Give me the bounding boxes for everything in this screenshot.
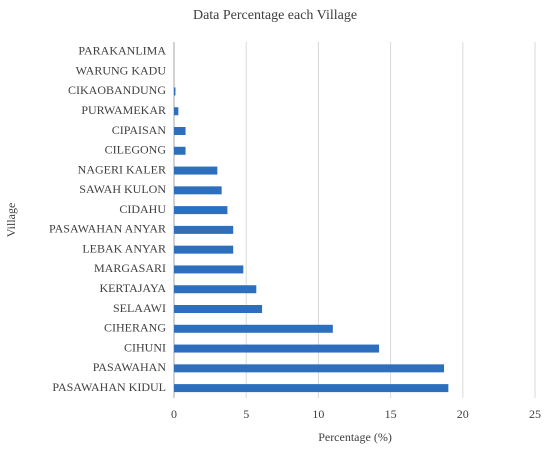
y-tick-label: LEBAK ANYAR bbox=[82, 241, 166, 255]
bar bbox=[174, 305, 263, 313]
y-axis-label: Village bbox=[4, 203, 18, 238]
y-tick-label: CIPAISAN bbox=[112, 123, 167, 137]
bar bbox=[174, 225, 234, 234]
y-tick-label: PARAKANLIMA bbox=[78, 44, 166, 58]
bar bbox=[174, 87, 176, 96]
x-axis-label: Percentage (%) bbox=[318, 430, 392, 444]
x-tick-label: 5 bbox=[243, 407, 249, 421]
y-tick-label: WARUNG KADU bbox=[76, 63, 167, 77]
y-tick-label: PASAWAHAN ANYAR bbox=[49, 222, 166, 236]
y-tick-label: PASAWAHAN bbox=[93, 360, 167, 374]
bar bbox=[174, 344, 380, 353]
bar bbox=[174, 265, 244, 274]
bar bbox=[174, 127, 186, 135]
bar bbox=[174, 146, 186, 155]
chart-title: Data Percentage each Village bbox=[193, 8, 357, 23]
bar bbox=[174, 384, 449, 393]
y-tick-label: SAWAH KULON bbox=[79, 182, 166, 196]
y-tick-label: PASAWAHAN KIDUL bbox=[52, 380, 166, 394]
x-tick-label: 15 bbox=[385, 407, 397, 421]
bar bbox=[174, 186, 222, 195]
y-tick-label: PURWAMEKAR bbox=[81, 103, 166, 117]
bar bbox=[174, 285, 257, 294]
y-tick-label: CILEGONG bbox=[105, 143, 167, 157]
x-tick-label: 20 bbox=[457, 407, 469, 421]
y-tick-label: CIDAHU bbox=[119, 202, 166, 216]
x-tick-label: 0 bbox=[171, 407, 177, 421]
bar bbox=[174, 166, 218, 175]
y-tick-label: NAGERI KALER bbox=[78, 162, 166, 176]
bar bbox=[174, 324, 333, 333]
y-tick-label: KERTAJAYA bbox=[99, 281, 166, 295]
y-tick-label: MARGASARI bbox=[94, 261, 166, 275]
y-tick-label: CIKAOBANDUNG bbox=[68, 83, 166, 97]
bar bbox=[174, 245, 234, 254]
x-tick-label: 10 bbox=[312, 407, 324, 421]
bar bbox=[174, 206, 228, 215]
bar bbox=[174, 364, 445, 373]
y-tick-label: CIHERANG bbox=[104, 321, 166, 335]
x-tick-label: 25 bbox=[529, 407, 541, 421]
bar bbox=[174, 107, 179, 116]
y-tick-label: SELAAWI bbox=[113, 301, 166, 315]
y-tick-label: CIHUNI bbox=[124, 340, 166, 354]
